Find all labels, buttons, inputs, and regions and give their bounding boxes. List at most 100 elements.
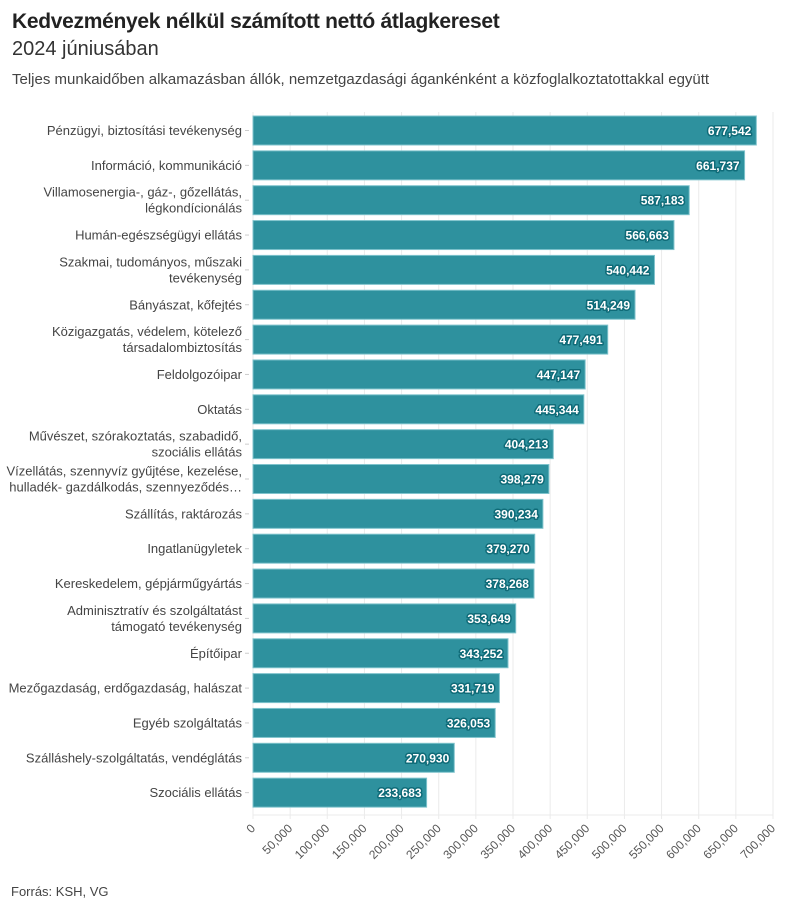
category-label-line: Építőipar	[190, 646, 243, 661]
category-label-line: Információ, kommunikáció	[91, 158, 242, 173]
bar	[252, 638, 509, 669]
category-label: Adminisztratív és szolgáltatást támogató …	[67, 603, 242, 634]
x-tick-label: 550,000	[626, 821, 667, 862]
value-label: 390,234	[494, 507, 538, 521]
category-label: Villamosenergia-, gáz-, gőzellátás, légko…	[44, 185, 243, 216]
x-tick-label: 400,000	[515, 821, 556, 862]
value-label: 566,663	[626, 229, 670, 243]
category-label: Építőipar	[190, 646, 243, 661]
value-label: 378,268	[486, 577, 530, 591]
chart-description: Teljes munkaidőben alkamazásban állók, n…	[12, 71, 710, 88]
x-tick-label: 150,000	[329, 821, 370, 862]
bars	[252, 115, 757, 808]
bar	[252, 603, 517, 634]
category-label-line: Humán-egészségügyi ellátás	[75, 228, 242, 243]
category-label: Oktatás	[197, 402, 242, 417]
x-tick-label: 700,000	[738, 821, 779, 862]
x-tick-label: 300,000	[440, 821, 481, 862]
category-label-line: társadalombiztosítás	[123, 340, 243, 355]
bar	[252, 289, 636, 320]
x-tick-label: 350,000	[478, 821, 519, 862]
bar-chart: Pénzügyi, biztosítási tevékenység Informá…	[6, 112, 779, 862]
value-label: 270,930	[406, 751, 450, 765]
source-note: Forrás: KSH, VG	[11, 884, 109, 899]
bar	[252, 185, 690, 216]
category-label-line: Pénzügyi, biztosítási tevékenység	[47, 123, 242, 138]
category-label: Közigazgatás, védelem, kötelező társadalo…	[52, 324, 243, 355]
category-label: Szakmai, tudományos, műszaki tevékenység	[59, 254, 242, 285]
value-labels: 677,542 661,737 587,183 566,663 540,442 514,2…	[377, 123, 753, 802]
x-tick-label: 500,000	[589, 821, 630, 862]
x-tick-label: 250,000	[403, 821, 444, 862]
category-label: Művészet, szórakoztatás, szabadidő, szoci…	[29, 429, 243, 460]
value-label: 379,270	[486, 542, 530, 556]
category-label: Bányászat, kőfejtés	[129, 297, 242, 312]
category-label-line: Egyéb szolgáltatás	[133, 715, 243, 730]
bar	[252, 324, 609, 355]
bar	[252, 777, 428, 808]
category-label-line: Villamosenergia-, gáz-, gőzellátás,	[44, 185, 242, 200]
category-label-line: Szálláshely-szolgáltatás, vendéglátás	[26, 750, 243, 765]
category-label-line: szociális ellátás	[152, 445, 243, 460]
value-label: 677,542	[708, 124, 752, 138]
bar	[252, 359, 586, 390]
category-label-line: Kereskedelem, gépjárműgyártás	[55, 576, 243, 591]
category-label: Feldolgozóipar	[157, 367, 243, 382]
category-label: Szállítás, raktározás	[125, 506, 243, 521]
category-label-line: Oktatás	[197, 402, 242, 417]
category-label: Vízellátás, szennyvíz gyűjtése, kezelése…	[6, 464, 242, 495]
category-label: Szociális ellátás	[150, 785, 243, 800]
category-label-line: Szociális ellátás	[150, 785, 243, 800]
category-label: Ingatlanügyletek	[147, 541, 242, 556]
bar	[252, 498, 544, 529]
category-labels: Pénzügyi, biztosítási tevékenység Informá…	[6, 123, 249, 800]
value-label: 233,683	[378, 786, 422, 800]
bar	[252, 673, 500, 704]
category-label-line: Szakmai, tudományos, műszaki	[59, 254, 242, 269]
category-label: Pénzügyi, biztosítási tevékenység	[47, 123, 242, 138]
bar	[252, 464, 550, 494]
chart-title: Kedvezmények nélkül számított nettó átla…	[12, 10, 500, 33]
value-label: 326,053	[447, 716, 491, 730]
category-label-line: Feldolgozóipar	[157, 367, 243, 382]
x-tick-label: 50,000	[259, 821, 295, 857]
category-label-line: Bányászat, kőfejtés	[129, 297, 242, 312]
x-tick-label: 450,000	[552, 821, 593, 862]
x-tick-label: 0	[243, 821, 258, 836]
category-label-line: Közigazgatás, védelem, kötelező	[52, 324, 242, 339]
bar	[252, 115, 757, 146]
category-label-line: Mezőgazdaság, erdőgazdaság, halászat	[9, 681, 243, 696]
value-label: 398,279	[500, 473, 544, 487]
category-label-line: Vízellátás, szennyvíz gyűjtése, kezelése…	[6, 464, 242, 479]
value-label: 353,649	[467, 612, 511, 626]
bar	[252, 254, 655, 285]
category-label-line: Adminisztratív és szolgáltatást	[67, 603, 242, 618]
value-label: 447,147	[537, 368, 581, 382]
bar	[252, 568, 535, 599]
category-label: Kereskedelem, gépjárműgyártás	[55, 576, 243, 591]
bar	[252, 150, 746, 181]
value-label: 404,213	[505, 438, 549, 452]
category-label-line: Ingatlanügyletek	[147, 541, 242, 556]
category-label-line: Szállítás, raktározás	[125, 506, 243, 521]
category-label-line: támogató tevékenység	[111, 619, 242, 634]
category-label: Egyéb szolgáltatás	[133, 715, 243, 730]
category-label: Humán-egészségügyi ellátás	[75, 228, 242, 243]
bar	[252, 394, 585, 425]
x-tick-label: 650,000	[700, 821, 741, 862]
value-label: 331,719	[451, 682, 495, 696]
bar	[252, 220, 675, 251]
category-label-line: hulladék- gazdálkodás, szennyeződés…	[9, 480, 242, 495]
category-label: Információ, kommunikáció	[91, 158, 242, 173]
category-label-line: légkondícionálás	[145, 201, 242, 216]
value-label: 587,183	[641, 194, 685, 208]
value-label: 514,249	[587, 298, 631, 312]
value-label: 445,344	[535, 403, 579, 417]
bar	[252, 707, 496, 738]
category-label: Szálláshely-szolgáltatás, vendéglátás	[26, 750, 243, 765]
value-label: 661,737	[696, 159, 740, 173]
category-label: Mezőgazdaság, erdőgazdaság, halászat	[9, 681, 243, 696]
bar	[252, 742, 455, 773]
value-label: 477,491	[559, 333, 603, 347]
x-tick-label: 100,000	[292, 821, 333, 862]
